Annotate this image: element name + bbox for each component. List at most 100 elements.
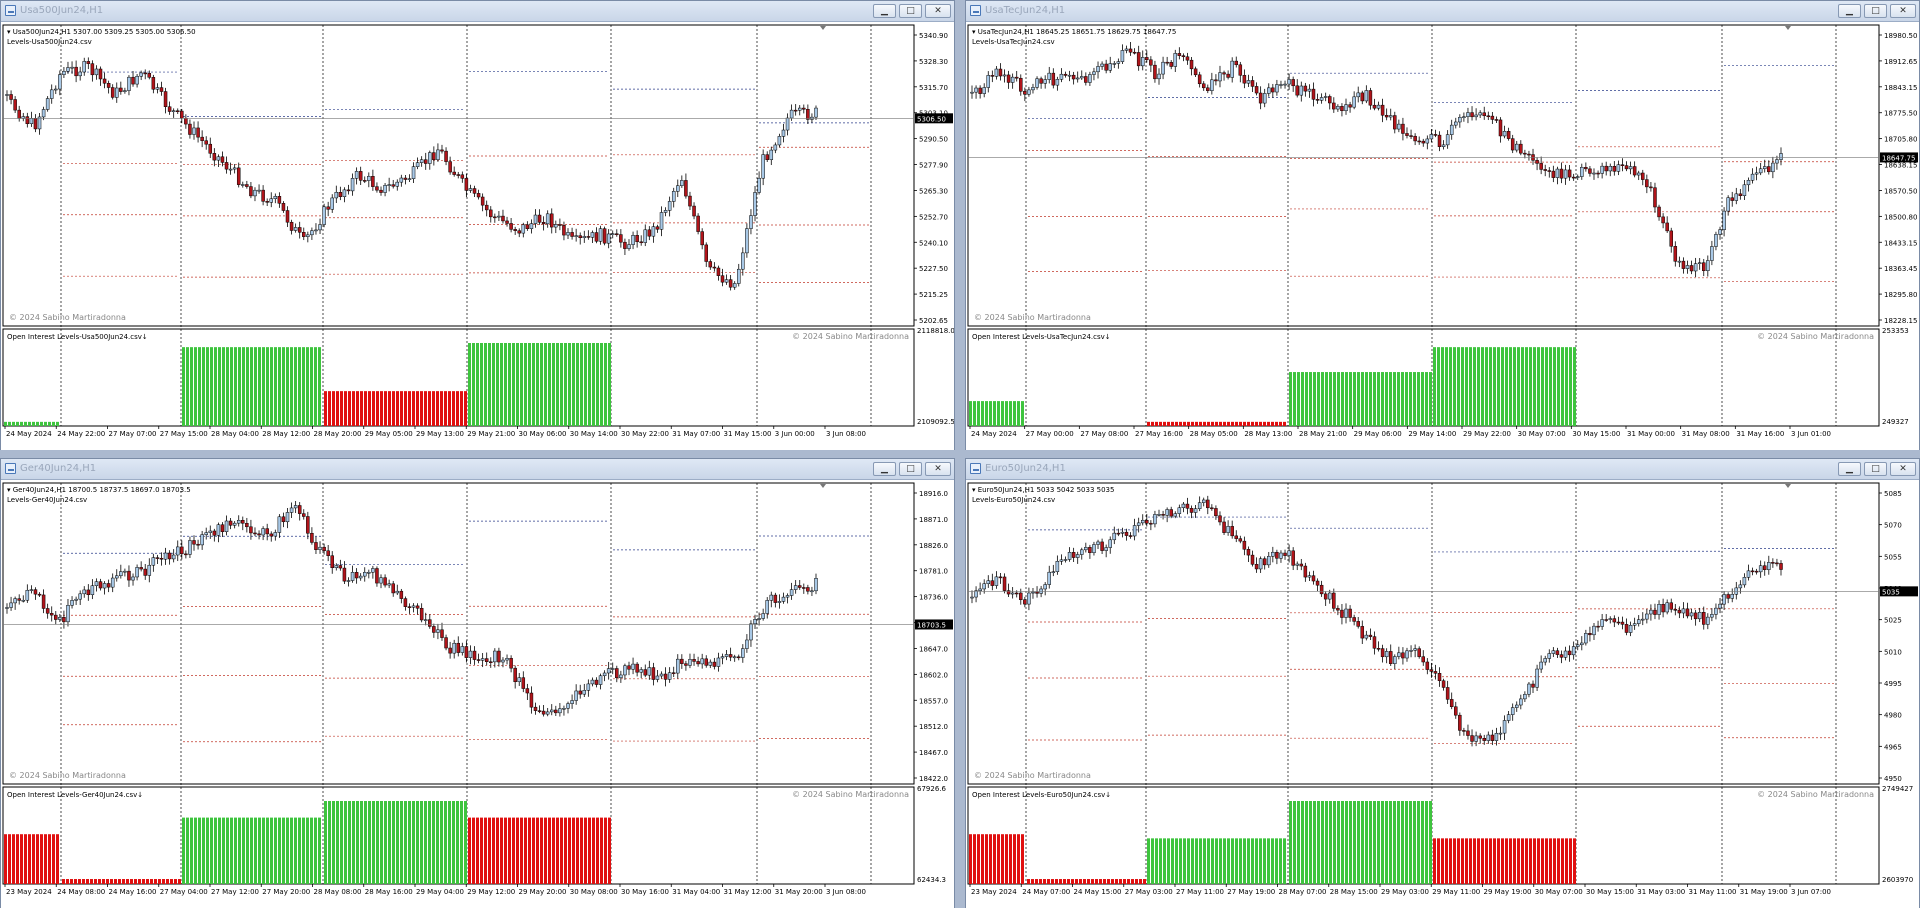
- price-axis-label: 5202.65: [919, 317, 948, 325]
- close-button[interactable]: ✕: [1890, 4, 1916, 18]
- minimize-button[interactable]: ▁: [1838, 4, 1861, 18]
- candle-body: [1132, 525, 1137, 537]
- candle-body: [1612, 618, 1617, 623]
- price-chart[interactable]: 18980.5018912.6518843.1518775.5018705.80…: [966, 23, 1919, 450]
- oi-bar: [150, 879, 153, 884]
- candle-body: [1344, 104, 1348, 112]
- candle-body: [1014, 76, 1019, 79]
- oi-bar: [1163, 421, 1166, 426]
- oi-bar: [504, 343, 507, 426]
- candle-body: [765, 154, 769, 160]
- candle-body: [1372, 636, 1377, 649]
- candle-body: [1043, 79, 1047, 84]
- candle-body: [1523, 694, 1527, 700]
- candle-body: [1641, 618, 1645, 621]
- close-button[interactable]: ✕: [1890, 462, 1916, 476]
- candle-body: [1140, 519, 1145, 524]
- window-titlebar[interactable]: UsaTecJun24,H1 ▁ □ ✕: [966, 1, 1919, 22]
- oi-bar: [1537, 838, 1540, 884]
- oi-bar: [1333, 801, 1336, 884]
- oi-bar: [608, 817, 611, 884]
- maximize-button[interactable]: □: [899, 462, 922, 476]
- candle-body: [1271, 87, 1275, 93]
- oi-bar: [384, 801, 387, 884]
- oi-bar: [1083, 879, 1086, 884]
- window-titlebar[interactable]: Euro50Jun24,H1 ▁ □ ✕: [966, 459, 1919, 480]
- oi-bar: [1445, 838, 1448, 884]
- candle-body: [17, 598, 21, 601]
- candle-body: [558, 224, 562, 226]
- time-axis-label: 27 May 08:00: [1080, 430, 1128, 438]
- minimize-button[interactable]: ▁: [873, 4, 896, 18]
- oi-bar: [1215, 838, 1218, 884]
- price-axis-label: 18871.0: [919, 516, 948, 524]
- oi-bar: [388, 801, 391, 884]
- oi-bar: [1473, 838, 1476, 884]
- candle-body: [1779, 153, 1783, 160]
- candle-body: [1543, 658, 1547, 663]
- current-price-marker: [1880, 586, 1918, 597]
- minimize-button[interactable]: ▁: [873, 462, 896, 476]
- chart-window-ger40[interactable]: Ger40Jun24,H1 ▁ □ ✕ 18916.0 18871.0 18826.…: [0, 458, 955, 908]
- candle-body: [444, 637, 448, 649]
- candle-body: [1283, 552, 1287, 556]
- candle-body: [1746, 180, 1751, 186]
- time-axis-label: 27 May 04:00: [160, 888, 208, 896]
- price-chart[interactable]: 5085507050555040502550104995498049654950…: [966, 481, 1919, 908]
- price-chart[interactable]: 18916.018871.018826.018781.018736.018692…: [1, 481, 954, 908]
- chart-window-usatec[interactable]: UsaTecJun24,H1 ▁ □ ✕ 18980.50 18912.65 188…: [965, 0, 1920, 450]
- oi-bar: [496, 817, 499, 884]
- oi-bar: [985, 401, 988, 426]
- oi-bar: [254, 817, 257, 884]
- oi-bar: [364, 801, 367, 884]
- oi-bar: [332, 801, 335, 884]
- candle-body: [1722, 594, 1726, 605]
- maximize-button[interactable]: □: [899, 4, 922, 18]
- time-axis-label: 31 May 16:00: [1736, 430, 1784, 438]
- chart-window-usa500[interactable]: Usa500Jun24,H1 ▁ □ ✕ 5340.90 5328.30 5315.…: [0, 0, 955, 450]
- oi-bar: [1171, 421, 1174, 426]
- oi-bar: [262, 817, 265, 884]
- oi-bar: [286, 817, 289, 884]
- oi-bar: [1305, 801, 1308, 884]
- maximize-button[interactable]: □: [1864, 4, 1887, 18]
- candle-body: [1271, 551, 1275, 557]
- oi-bar: [448, 801, 451, 884]
- candle-body: [550, 709, 554, 713]
- candle-body: [436, 149, 440, 160]
- oi-bar: [1035, 879, 1038, 884]
- time-axis-label: 27 May 16:00: [1135, 430, 1183, 438]
- oi-bar: [1275, 421, 1278, 426]
- candle-body: [1323, 593, 1328, 600]
- candle-body: [175, 546, 180, 556]
- price-axis-label: 18228.15: [1884, 317, 1917, 325]
- candle-body: [806, 108, 810, 120]
- window-titlebar[interactable]: Usa500Jun24,H1 ▁ □ ✕: [1, 1, 954, 22]
- chart-window-euro50[interactable]: Euro50Jun24,H1 ▁ □ ✕ 5085507050555040502…: [965, 458, 1920, 908]
- close-button[interactable]: ✕: [925, 462, 951, 476]
- candle-body: [1344, 608, 1348, 618]
- candle-body: [1206, 499, 1210, 509]
- oi-bar: [568, 343, 571, 426]
- oi-bar: [1317, 372, 1320, 426]
- candle-body: [1319, 584, 1324, 595]
- candle-body: [387, 583, 391, 586]
- maximize-button[interactable]: □: [1864, 462, 1887, 476]
- oi-bar: [86, 879, 89, 884]
- candle-body: [1738, 193, 1743, 196]
- current-price-label: 18703.5: [917, 621, 946, 629]
- candle-body: [1254, 564, 1259, 570]
- candle-body: [1498, 119, 1503, 137]
- candle-body: [1584, 633, 1588, 644]
- oi-bar: [1561, 838, 1564, 884]
- price-chart[interactable]: 5340.905328.305315.705303.105290.505277.…: [1, 23, 954, 450]
- oi-bar: [206, 817, 209, 884]
- oi-bar: [1521, 347, 1524, 426]
- candle-body: [228, 168, 233, 171]
- close-button[interactable]: ✕: [925, 4, 951, 18]
- window-titlebar[interactable]: Ger40Jun24,H1 ▁ □ ✕: [1, 459, 954, 480]
- candle-body: [342, 189, 347, 197]
- candle-body: [90, 63, 95, 76]
- candle-body: [509, 658, 513, 669]
- minimize-button[interactable]: ▁: [1838, 462, 1861, 476]
